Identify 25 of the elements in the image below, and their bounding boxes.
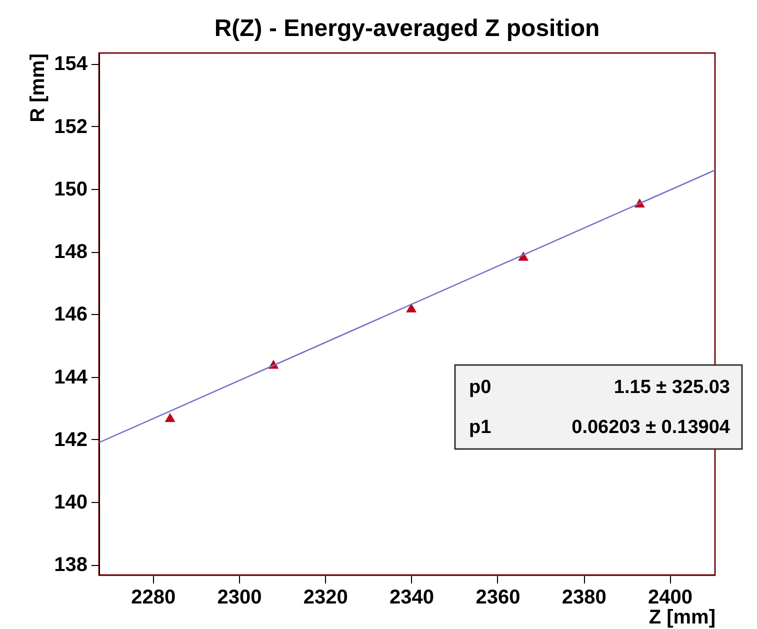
- x-tick-label: 2360: [476, 586, 520, 608]
- y-tick-label: 144: [54, 366, 88, 388]
- annotation: 0.06203 ± 0.13904: [572, 417, 730, 438]
- point: [164, 412, 176, 422]
- point: [406, 303, 417, 312]
- y-axis-title: R [mm]: [27, 54, 50, 122]
- y-tick-label: 154: [54, 53, 88, 76]
- y-tick-label: 146: [54, 304, 88, 326]
- annotation: p1: [469, 417, 492, 438]
- y-tick-label: 152: [54, 116, 88, 138]
- x-tick-label: 2300: [217, 586, 262, 608]
- y-tick-label: 142: [54, 428, 88, 451]
- x-tick-label: 2400: [648, 586, 693, 608]
- chart-title: R(Z) - Energy-averaged Z position: [214, 15, 600, 42]
- x-tick-label: 2280: [131, 586, 176, 608]
- y-tick-label: 150: [54, 178, 88, 200]
- x-tick-label: 2380: [562, 586, 606, 608]
- y-tick-label: 140: [54, 492, 88, 514]
- annotation: p0: [469, 377, 492, 398]
- x-tick-label: 2340: [390, 586, 434, 608]
- annotation: 1.15 ± 325.03: [614, 377, 730, 398]
- y-tick-label: 148: [54, 241, 88, 264]
- y-tick-label: 138: [54, 554, 88, 576]
- x-axis-title: Z [mm]: [648, 606, 716, 628]
- x-tick-label: 2320: [303, 586, 348, 608]
